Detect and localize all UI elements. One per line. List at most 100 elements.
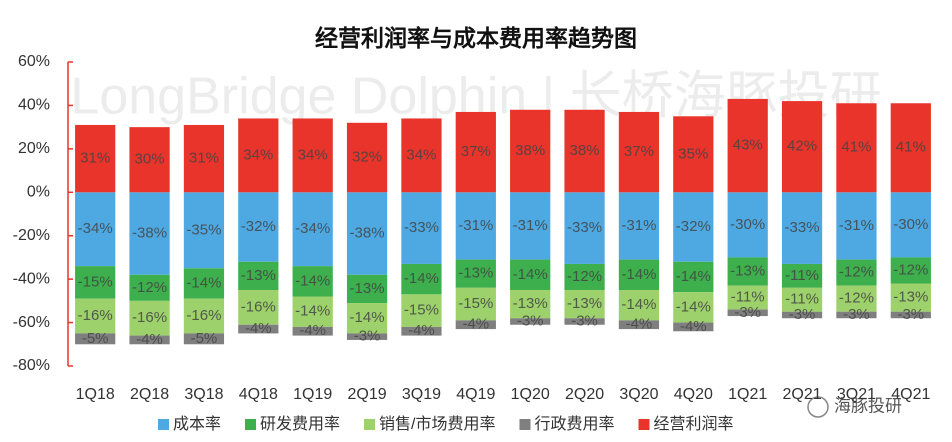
data-label: -15% xyxy=(78,273,113,290)
source-badge: 海豚投研 xyxy=(807,396,902,418)
bar-segment xyxy=(401,118,442,193)
data-label: -33% xyxy=(567,219,602,236)
y-tick-label: -40% xyxy=(13,270,50,287)
bar-segment xyxy=(183,298,225,334)
bar-segment xyxy=(346,192,388,275)
data-label: -12% xyxy=(132,279,167,296)
bar-segment xyxy=(673,192,714,262)
bar-segment xyxy=(455,320,496,330)
data-label: -14% xyxy=(513,266,548,283)
bar-segment xyxy=(510,318,551,325)
bar-segment xyxy=(564,318,605,325)
data-label: 38% xyxy=(570,142,600,159)
x-tick-label: 4Q21 xyxy=(891,386,930,403)
bar-segment xyxy=(238,261,279,290)
data-label: -33% xyxy=(785,219,820,236)
bar-segment xyxy=(618,320,660,330)
bar-segment xyxy=(238,290,279,325)
bar-segment xyxy=(129,274,170,301)
legend-label: 研发费用率 xyxy=(260,415,340,433)
bar-segment xyxy=(346,303,388,334)
x-tick-label: 3Q20 xyxy=(619,386,658,403)
data-label: -31% xyxy=(839,217,874,234)
data-label: -11% xyxy=(785,291,819,308)
bar-segment xyxy=(836,103,877,193)
bar-segment xyxy=(183,192,225,269)
bar-segment xyxy=(836,192,877,260)
source: 海豚投研 xyxy=(834,396,902,415)
bar-segment xyxy=(618,111,660,193)
legend-swatch xyxy=(519,419,531,430)
data-label: 30% xyxy=(135,151,165,168)
data-label: -3% xyxy=(734,304,761,321)
bar-segment xyxy=(564,109,605,193)
x-tick-label: 3Q19 xyxy=(402,386,441,403)
data-label: -14% xyxy=(676,268,711,285)
data-label: -38% xyxy=(350,225,385,242)
bar-segment xyxy=(129,127,170,193)
data-label: -4% xyxy=(136,331,163,348)
data-label: -3% xyxy=(354,328,381,345)
bar-segment xyxy=(455,259,496,288)
data-label: -16% xyxy=(186,307,221,324)
legend-label: 行政费用率 xyxy=(534,415,614,433)
bar-segment xyxy=(129,335,170,345)
bar-segment xyxy=(75,124,116,193)
bar-segment xyxy=(890,257,931,284)
bar-segment xyxy=(510,109,551,193)
bar-segment xyxy=(129,192,170,275)
data-label: -31% xyxy=(621,217,656,234)
bar-segment xyxy=(455,192,496,260)
x-tick-label: 1Q20 xyxy=(511,386,550,403)
y-tick-label: 40% xyxy=(18,97,50,114)
bar-segment xyxy=(890,283,931,312)
data-label: -31% xyxy=(513,217,548,234)
bar-segment xyxy=(455,111,496,193)
bar-segment xyxy=(238,118,279,193)
bar-segment xyxy=(75,333,116,345)
data-label: -32% xyxy=(241,218,276,235)
bar-segment xyxy=(401,263,442,295)
x-tick-label: 4Q19 xyxy=(456,386,495,403)
bar-segment xyxy=(401,192,442,264)
data-label: -14% xyxy=(295,272,330,289)
data-label: -14% xyxy=(621,266,656,283)
bar-segment xyxy=(781,311,823,319)
data-label: -34% xyxy=(295,220,330,237)
bar-segment xyxy=(292,118,333,193)
bar-segment xyxy=(292,192,333,267)
bar-segment xyxy=(183,124,225,193)
data-label: 37% xyxy=(624,143,654,160)
data-label: -3% xyxy=(789,306,816,323)
data-label: -31% xyxy=(458,217,493,234)
data-label: -16% xyxy=(78,307,113,324)
data-label: 31% xyxy=(80,150,110,167)
data-label: -11% xyxy=(785,267,819,284)
bar-segment xyxy=(890,311,931,319)
data-label: 38% xyxy=(515,142,545,159)
data-label: -4% xyxy=(680,318,707,335)
bar-segment xyxy=(238,192,279,262)
y-tick-label: 0% xyxy=(27,184,50,201)
y-tick-label: -60% xyxy=(13,314,50,331)
y-tick-label: 60% xyxy=(18,53,50,70)
data-label: 34% xyxy=(406,146,436,163)
data-label: -14% xyxy=(186,274,221,291)
data-label: -33% xyxy=(404,219,439,236)
x-tick-label: 2Q21 xyxy=(782,386,821,403)
bar-segment xyxy=(346,333,388,340)
data-label: -13% xyxy=(567,295,602,312)
data-label: -12% xyxy=(839,264,874,281)
bar-segment xyxy=(781,101,823,193)
data-label: -5% xyxy=(82,330,109,347)
bar-segment xyxy=(836,311,877,319)
bar-segment xyxy=(292,296,333,327)
bar-segment xyxy=(455,287,496,321)
data-label: -3% xyxy=(897,306,924,323)
x-tick-label: 4Q20 xyxy=(674,386,713,403)
data-label: 31% xyxy=(189,150,219,167)
bar-segment xyxy=(564,290,605,319)
data-label: -12% xyxy=(567,268,602,285)
data-label: 34% xyxy=(243,146,273,163)
